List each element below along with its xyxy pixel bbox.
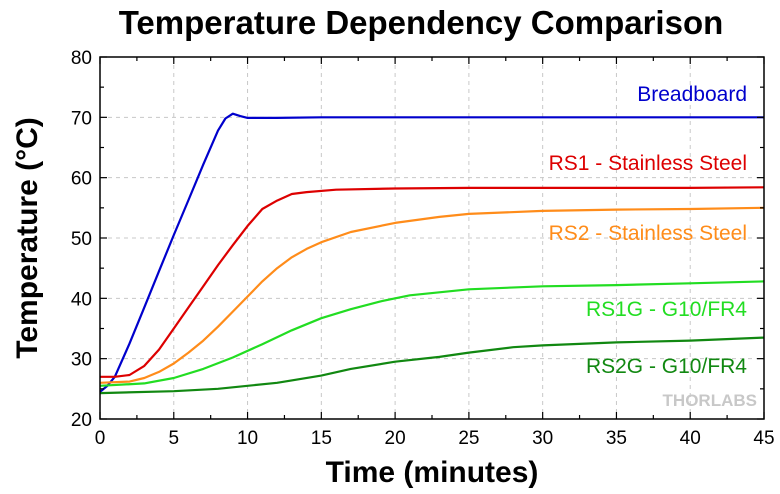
- series-label-0: Breadboard: [637, 83, 747, 106]
- y-tick-label: 30: [71, 350, 92, 371]
- y-tick-label: 40: [71, 289, 92, 310]
- series-line-4: [99, 336, 765, 395]
- series-label-2: RS2 - Stainless Steel: [549, 222, 747, 245]
- plot-frame: [99, 56, 765, 420]
- y-tick-label: 50: [71, 229, 92, 250]
- x-tick-label: 0: [95, 428, 106, 449]
- x-tick-label: 35: [606, 428, 627, 449]
- y-axis-label: Temperature (°C): [11, 117, 44, 358]
- thorlabs-watermark: THORLABS: [663, 391, 757, 410]
- series-line-0: [99, 112, 764, 393]
- series-lines: [99, 112, 765, 395]
- series-labels: Breadboard RS1 - Stainless Steel RS2 - Sta…: [549, 83, 748, 378]
- x-tick-label: 15: [311, 428, 332, 449]
- x-tick-label: 30: [532, 428, 553, 449]
- x-tick-label: 45: [753, 428, 774, 449]
- series-line-1: [100, 186, 765, 378]
- x-tick-label: 40: [680, 428, 701, 449]
- x-tick-label: 10: [237, 428, 258, 449]
- y-tick-label: 70: [71, 108, 92, 129]
- y-tick-label: 60: [71, 169, 92, 190]
- x-axis-label: Time (minutes): [326, 456, 539, 489]
- y-tick-label: 20: [71, 410, 92, 431]
- x-tick-label: 25: [458, 428, 479, 449]
- series-label-1: RS1 - Stainless Steel: [549, 152, 747, 175]
- x-tick-label: 5: [168, 428, 179, 449]
- tick-labels: 0 5 10 15 20 25 30 35 40 45 20 30 40 50 60 70 80: [71, 48, 775, 449]
- series-label-4: RS2G - G10/FR4: [586, 355, 747, 378]
- x-tick-label: 20: [385, 428, 406, 449]
- series-line-3: [99, 280, 765, 387]
- y-tick-label: 80: [71, 48, 92, 69]
- chart-title: Temperature Dependency Comparison: [119, 4, 724, 41]
- series-label-3: RS1G - G10/FR4: [586, 298, 747, 321]
- series-line-2: [99, 206, 765, 384]
